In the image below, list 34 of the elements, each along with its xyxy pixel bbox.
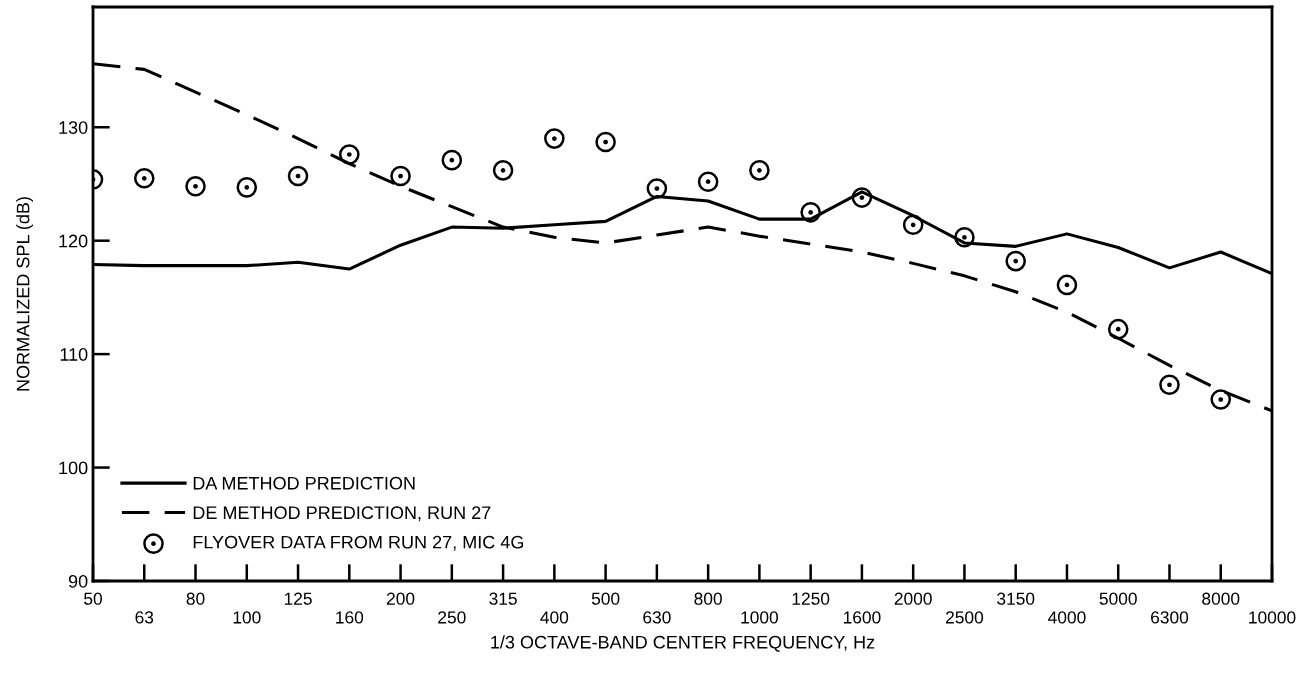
x-tick-label: 100 xyxy=(233,611,261,624)
x-tick-label: 80 xyxy=(186,592,205,605)
x-tick-label: 200 xyxy=(386,592,415,605)
y-axis-title: NORMALIZED SPL (dB) xyxy=(16,197,34,391)
x-tick-label: 10000 xyxy=(1249,611,1296,624)
x-tick-label: 2500 xyxy=(946,611,984,624)
x-tick-label: 1250 xyxy=(792,592,830,605)
y-tick-label: 100 xyxy=(59,461,88,475)
x-tick-label: 1000 xyxy=(741,611,779,624)
x-tick-label: 500 xyxy=(591,592,620,605)
x-tick-label: 125 xyxy=(284,592,312,605)
y-tick-label: 120 xyxy=(59,234,88,248)
x-tick-label: 315 xyxy=(489,592,517,605)
x-tick-label: 250 xyxy=(438,611,466,624)
x-tick-label: 1600 xyxy=(843,611,881,624)
legend-label: DA METHOD PREDICTION xyxy=(193,476,415,490)
x-tick-label: 50 xyxy=(84,592,102,605)
legend-label: FLYOVER DATA FROM RUN 27, MIC 4G xyxy=(193,535,524,551)
y-tick-label: 130 xyxy=(59,121,88,134)
y-tick-label: 90 xyxy=(68,574,88,588)
x-tick-label: 630 xyxy=(643,611,671,624)
x-tick-label: 4000 xyxy=(1048,611,1086,624)
x-tick-label: 63 xyxy=(135,611,154,624)
x-tick-label: 160 xyxy=(336,611,364,624)
x-tick-label: 400 xyxy=(540,611,569,624)
x-tick-label: 2000 xyxy=(894,592,932,605)
legend-label: DE METHOD PREDICTION, RUN 27 xyxy=(193,506,491,522)
x-tick-label: 3150 xyxy=(997,592,1035,605)
y-tick-label: 110 xyxy=(60,348,88,361)
x-tick-label: 800 xyxy=(694,592,722,605)
x-tick-label: 8000 xyxy=(1202,592,1240,605)
x-tick-label: 5000 xyxy=(1099,592,1137,605)
x-axis-title: 1/3 OCTAVE-BAND CENTER FREQUENCY, Hz xyxy=(491,635,875,652)
x-tick-label: 6300 xyxy=(1151,611,1189,624)
